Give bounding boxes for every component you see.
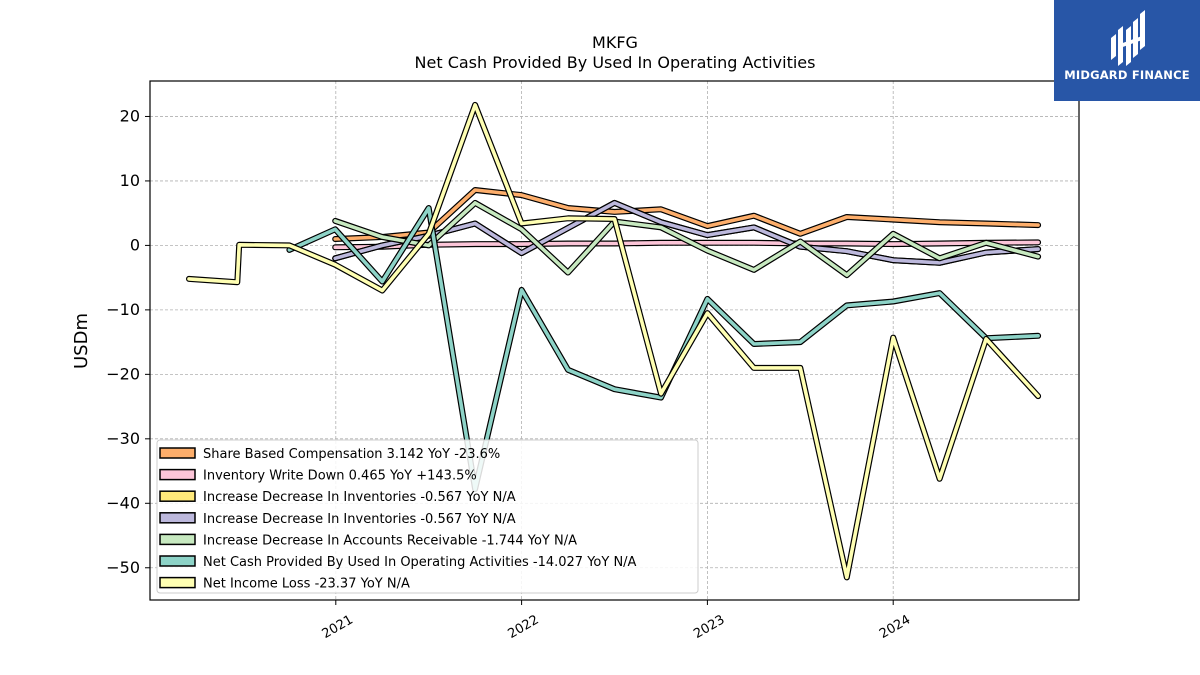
chart-title: MKFG xyxy=(592,33,638,52)
legend-item: Net Cash Provided By Used In Operating A… xyxy=(159,555,637,570)
y-tick-label: 0 xyxy=(130,235,140,254)
plot-frame xyxy=(149,80,1080,601)
legend-label: Inventory Write Down 0.465 YoY +143.5% xyxy=(203,469,477,484)
legend-swatch xyxy=(159,447,196,459)
series-line xyxy=(333,201,1040,277)
y-tick-label: −50 xyxy=(106,558,140,577)
x-tick-label: 2021 xyxy=(320,612,356,642)
y-tick-label: 20 xyxy=(120,106,140,125)
series-line xyxy=(187,103,1040,580)
series-0 xyxy=(332,187,1042,242)
y-axis-label: USDm xyxy=(71,313,92,369)
legend-swatch xyxy=(159,490,196,502)
series-4 xyxy=(332,199,1042,279)
legend-box xyxy=(156,439,699,594)
legend-label: Increase Decrease In Inventories -0.567 … xyxy=(203,490,516,505)
legend-item: Increase Decrease In Accounts Receivable… xyxy=(159,533,577,548)
brand-logo: MIDGARD FINANCE xyxy=(1054,0,1200,101)
midgard-logo-icon xyxy=(1111,10,1145,66)
legend-label: Net Income Loss -23.37 YoY N/A xyxy=(203,577,410,592)
chart-subtitle: Net Cash Provided By Used In Operating A… xyxy=(415,53,816,72)
legend-label: Increase Decrease In Accounts Receivable… xyxy=(203,533,577,548)
legend-item: Share Based Compensation 3.142 YoY -23.6… xyxy=(159,447,500,462)
legend-swatch xyxy=(159,555,196,567)
legend-swatch xyxy=(159,512,196,524)
x-tick-label: 2023 xyxy=(691,612,727,642)
x-tick-label: 2024 xyxy=(877,612,913,642)
legend-item: Increase Decrease In Inventories -0.567 … xyxy=(159,490,516,505)
legend-item: Net Income Loss -23.37 YoY N/A xyxy=(159,576,410,592)
series-3 xyxy=(332,199,1042,266)
series-lines xyxy=(186,101,1042,581)
legend-item: Increase Decrease In Inventories -0.567 … xyxy=(159,512,516,527)
legend-item: Inventory Write Down 0.465 YoY +143.5% xyxy=(159,468,477,484)
y-tick-label: −30 xyxy=(106,429,140,448)
legend-swatch xyxy=(159,576,196,589)
brand-name: MIDGARD FINANCE xyxy=(1064,68,1190,82)
series-6 xyxy=(186,101,1042,581)
legend: Share Based Compensation 3.142 YoY -23.6… xyxy=(156,439,699,594)
legend-swatch xyxy=(159,533,196,546)
series-line xyxy=(287,206,1040,491)
legend-label: Share Based Compensation 3.142 YoY -23.6… xyxy=(203,447,500,462)
legend-label: Net Cash Provided By Used In Operating A… xyxy=(203,555,637,570)
y-tick-label: −40 xyxy=(106,493,140,512)
x-tick-label: 2022 xyxy=(505,612,541,642)
y-tick-label: −10 xyxy=(106,300,140,319)
series-line xyxy=(333,201,1040,265)
series-5 xyxy=(286,205,1042,493)
series-line xyxy=(333,188,1040,241)
legend-swatch xyxy=(159,468,196,481)
legend-label: Increase Decrease In Inventories -0.567 … xyxy=(203,512,516,527)
y-tick-label: −20 xyxy=(106,364,140,383)
y-tick-label: 10 xyxy=(120,171,140,190)
